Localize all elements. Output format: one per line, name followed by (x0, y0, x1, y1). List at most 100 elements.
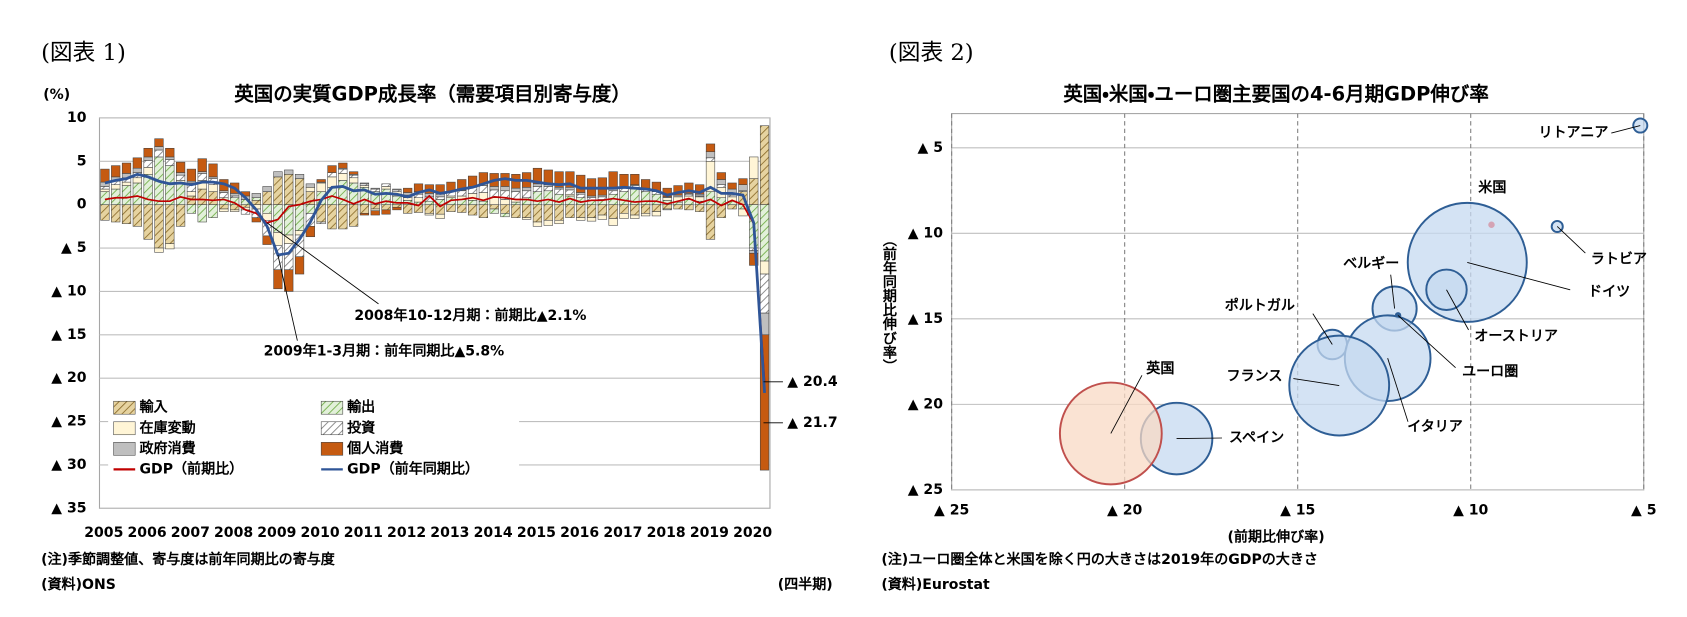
bar-segment (543, 204, 553, 221)
bar-segment (749, 156, 759, 179)
bar-segment (186, 195, 197, 205)
figure-label: (図表 1) (41, 40, 126, 66)
bar-segment (651, 193, 662, 205)
bar-segment (500, 186, 510, 192)
legend-label: 輸入 (140, 399, 169, 416)
bar-segment (349, 177, 359, 184)
bar-segment (641, 191, 651, 205)
bar-segment (370, 187, 380, 190)
bar-segment (381, 183, 391, 187)
bar-segment (132, 177, 142, 184)
bar-segment (586, 217, 597, 222)
bar-segment (143, 160, 153, 168)
bar-segment (381, 204, 391, 211)
bar-segment (489, 204, 499, 210)
bar-segment (576, 204, 586, 218)
x-tick-label: ▲ 20 (1107, 502, 1142, 518)
bar-segment (435, 213, 445, 219)
line-series (104, 194, 766, 382)
x-tick-label: 2019 (690, 525, 729, 541)
bar-segment (111, 204, 121, 223)
x-tick-label: 2008 (214, 525, 253, 541)
bar-segment (554, 171, 564, 188)
bar-segment (705, 157, 716, 162)
bar-segment (662, 204, 672, 210)
y-tick-label: 5 (77, 153, 87, 169)
bar-segment (630, 204, 640, 216)
note: (資料)Eurostat (881, 576, 990, 593)
x-tick-label: ▲ 10 (1453, 502, 1488, 518)
bar-segment (608, 171, 618, 190)
bar-segment (413, 197, 424, 203)
bar-segment (165, 159, 175, 166)
bar-segment (186, 168, 197, 182)
legend-label: 個人消費 (346, 440, 403, 457)
bar-segment (532, 167, 543, 185)
bar-segment (273, 269, 283, 290)
y-tick-label: ▲ 25 (908, 482, 943, 498)
bar-segment (424, 204, 434, 214)
bar-segment (608, 204, 618, 219)
bar-segment (121, 162, 132, 174)
x-tick-label: 2015 (517, 525, 556, 541)
bar-segment (565, 187, 575, 191)
bar-segment (424, 213, 434, 216)
bar-segment (230, 193, 240, 197)
chart-title: 英国・米国・ユーロ圏主要国の4-6月期GDP伸び率 (1063, 83, 1489, 106)
bar-segment (662, 197, 672, 201)
x-tick-label: 2010 (301, 525, 340, 541)
bar-segment (175, 172, 186, 176)
bar-segment (641, 179, 651, 189)
bar-segment (316, 221, 326, 225)
bar-segment (186, 191, 197, 197)
annotation: ▲ 20.4 (787, 374, 838, 390)
x-tick-label: 2009 (257, 525, 296, 541)
bar-segment (208, 204, 218, 218)
note: (注)季節調整値、寄与度は前年同期比の寄与度 (41, 551, 336, 568)
bar-segment (143, 204, 153, 240)
y-tick-label: ▲ 20 (51, 370, 86, 386)
bar-segment (619, 213, 629, 219)
bar-segment (554, 204, 564, 221)
bar-segment (543, 190, 553, 205)
bar-segment (651, 204, 662, 212)
bar-segment (284, 269, 294, 292)
bar-segment (597, 204, 607, 216)
label-leader (1176, 437, 1222, 440)
bar-segment (338, 168, 348, 174)
bar-segment (662, 208, 672, 211)
bar-segment (132, 182, 142, 205)
bar-segment (511, 201, 521, 205)
bar-segment (121, 185, 132, 205)
bar-segment (251, 217, 261, 223)
bar-segment (403, 204, 413, 214)
bar-segment (446, 204, 456, 212)
bar-segment (175, 174, 186, 181)
bar-segment (759, 204, 770, 262)
bar-segment (759, 260, 770, 275)
label-leader (1446, 289, 1469, 331)
bar-segment (197, 188, 207, 205)
bar-segment (716, 204, 726, 218)
bar-segment (392, 188, 402, 191)
bar-segment (716, 172, 726, 180)
x-tick-label: 2017 (603, 525, 642, 541)
bar-segment (522, 187, 532, 192)
note: (注)ユーロ圏全体と米国を除く円の大きさは2019年のGDPの大きさ (881, 551, 1318, 568)
x-tick-label: ▲ 15 (1280, 502, 1315, 518)
bar-segment (132, 167, 142, 173)
bar-segment (143, 156, 153, 161)
bar-segment (565, 171, 575, 188)
bar-segment (349, 174, 359, 179)
bar-segment (327, 165, 337, 173)
x-tick-label: 2014 (474, 525, 513, 541)
bar-segment (381, 186, 391, 190)
bar-segment (349, 182, 359, 205)
bar-segment (143, 167, 153, 175)
bar-segment (381, 209, 391, 215)
bar-segment (489, 208, 499, 214)
bar-segment (327, 204, 337, 230)
x-tick-label: 2020 (733, 525, 772, 541)
bar-segment (208, 191, 218, 205)
legend-label: 在庫変動 (140, 419, 196, 436)
